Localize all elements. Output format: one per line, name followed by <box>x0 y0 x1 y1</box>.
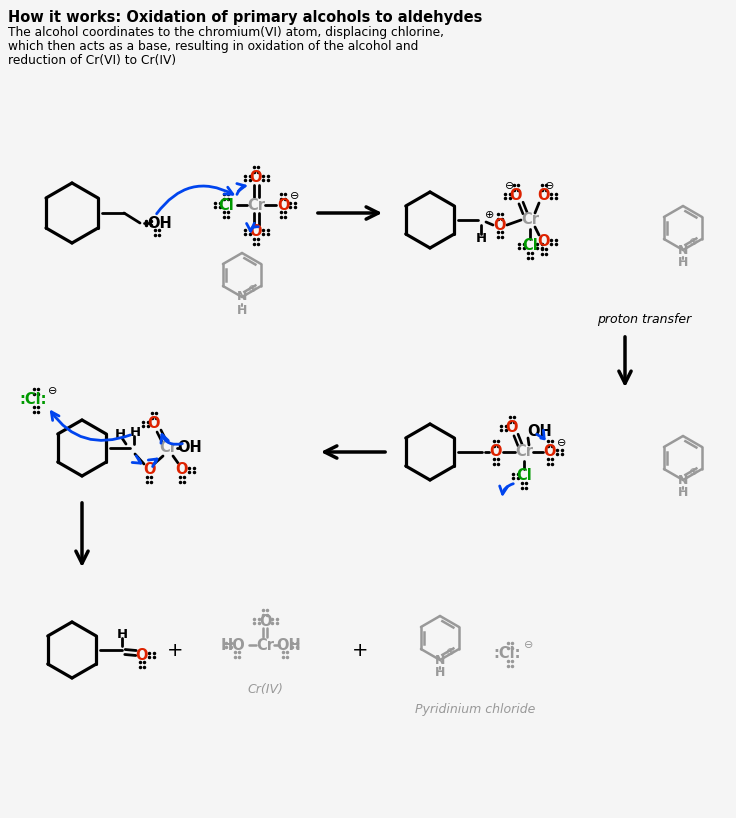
Text: ⊖: ⊖ <box>506 181 514 191</box>
Text: Cl: Cl <box>218 197 234 213</box>
Text: H: H <box>475 231 486 245</box>
Text: ⊖: ⊖ <box>545 181 555 191</box>
Text: ⊕: ⊕ <box>687 237 696 247</box>
Text: ⊕: ⊕ <box>485 210 495 220</box>
Text: O: O <box>277 197 289 213</box>
Text: O: O <box>250 224 262 240</box>
Text: Cr: Cr <box>515 444 533 460</box>
Text: OH: OH <box>177 441 202 456</box>
Text: reduction of Cr(VI) to Cr(IV): reduction of Cr(VI) to Cr(IV) <box>8 54 176 67</box>
Text: ⊖: ⊖ <box>290 191 300 201</box>
Text: The alcohol coordinates to the chromium(VI) atom, displacing chlorine,: The alcohol coordinates to the chromium(… <box>8 26 444 39</box>
Text: ⊕: ⊕ <box>247 284 255 294</box>
Text: How it works: Oxidation of primary alcohols to aldehydes: How it works: Oxidation of primary alcoh… <box>8 10 482 25</box>
Text: H: H <box>114 428 126 441</box>
Text: Cl: Cl <box>516 469 532 483</box>
Text: OH: OH <box>148 215 172 231</box>
Text: Cr: Cr <box>256 637 274 653</box>
Text: H: H <box>678 487 688 500</box>
Text: Cr: Cr <box>247 197 265 213</box>
Text: +: + <box>167 640 183 659</box>
Text: N: N <box>678 474 688 487</box>
Text: O: O <box>259 614 272 628</box>
Text: Cr(IV): Cr(IV) <box>247 682 283 695</box>
Text: OH: OH <box>528 425 553 439</box>
Text: N: N <box>678 244 688 257</box>
Text: :Cl:: :Cl: <box>493 646 521 662</box>
Text: H: H <box>130 425 141 438</box>
Text: ⊖: ⊖ <box>49 386 57 396</box>
Text: proton transfer: proton transfer <box>597 313 691 326</box>
Text: O: O <box>250 170 262 186</box>
Text: HO: HO <box>221 637 245 653</box>
Text: N: N <box>435 654 445 667</box>
Text: H: H <box>435 667 445 680</box>
Text: O: O <box>135 648 148 663</box>
Text: O: O <box>143 462 155 478</box>
Text: O: O <box>176 462 188 478</box>
Text: H: H <box>237 303 247 317</box>
Text: O: O <box>544 444 556 460</box>
Text: O: O <box>538 235 551 249</box>
Text: ⊖: ⊖ <box>524 640 534 650</box>
Text: O: O <box>506 420 518 435</box>
Text: Pyridinium chloride: Pyridinium chloride <box>415 703 535 717</box>
Text: Cl: Cl <box>522 239 538 254</box>
Text: H: H <box>678 257 688 269</box>
Text: +: + <box>352 640 368 659</box>
Text: N: N <box>237 290 247 303</box>
Text: H: H <box>116 627 127 640</box>
Text: :Cl:: :Cl: <box>19 393 47 407</box>
Text: ⊖: ⊖ <box>557 438 567 448</box>
Text: Cr: Cr <box>521 213 539 227</box>
Text: Cr: Cr <box>159 441 177 456</box>
Text: O: O <box>148 416 160 432</box>
Text: ⊕: ⊕ <box>445 647 453 657</box>
Text: O: O <box>489 444 502 460</box>
Text: OH: OH <box>277 637 301 653</box>
Text: O: O <box>538 188 551 204</box>
Text: which then acts as a base, resulting in oxidation of the alcohol and: which then acts as a base, resulting in … <box>8 40 418 53</box>
Text: O: O <box>494 218 506 232</box>
Text: ⊕: ⊕ <box>687 467 696 477</box>
Text: O: O <box>510 188 523 204</box>
